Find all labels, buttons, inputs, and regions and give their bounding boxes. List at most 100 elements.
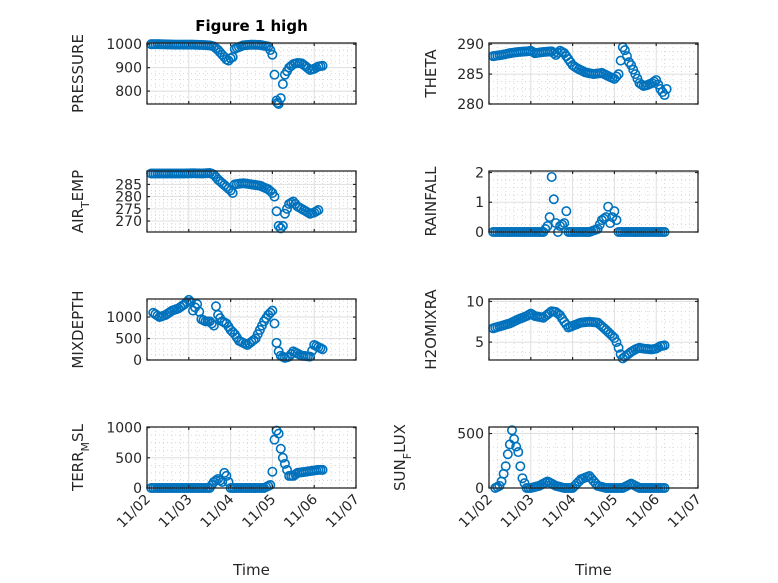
y-tick-label: 1000 bbox=[106, 421, 142, 437]
x-tick-label: 11/06 bbox=[281, 491, 321, 531]
axes-row1-right: 280 285 290 THETA bbox=[422, 37, 699, 113]
data-point bbox=[546, 171, 557, 182]
axes-box bbox=[146, 298, 357, 361]
data-point bbox=[273, 428, 284, 439]
y-axis-label: H2OMIXRA bbox=[422, 289, 440, 370]
data-point bbox=[609, 206, 620, 217]
data-point bbox=[267, 305, 278, 316]
y-tick-label: 0 bbox=[133, 481, 142, 497]
y-tick-label: 1000 bbox=[106, 37, 142, 53]
axes-box bbox=[146, 170, 357, 233]
y-tick-label: 2 bbox=[475, 165, 484, 181]
x-tick-label: 11/05 bbox=[239, 492, 279, 532]
data-point bbox=[557, 219, 568, 230]
plot-area bbox=[489, 171, 698, 232]
axes-row3-left: 0 500 1000 MIXDEPTH bbox=[69, 290, 357, 369]
axes-row3-right: 5 10 H2OMIXRA bbox=[422, 289, 699, 370]
axes-box bbox=[146, 42, 357, 105]
data-point bbox=[277, 220, 288, 231]
x-tick-label: 11/07 bbox=[665, 492, 705, 532]
x-axis-label: Time bbox=[574, 561, 612, 579]
data-point bbox=[183, 294, 194, 305]
data-point bbox=[317, 464, 328, 475]
x-tick-label: 11/07 bbox=[323, 492, 363, 532]
data-point bbox=[511, 441, 522, 452]
data-point bbox=[313, 205, 324, 216]
data-point bbox=[208, 320, 219, 331]
data-point bbox=[659, 340, 670, 351]
axes-row4-right: 0 500 11/02 11/03 11/04 11/05 11/06 11/07 Time SU… bbox=[391, 424, 705, 579]
axes-box bbox=[488, 426, 699, 489]
chart-title: Figure 1 high bbox=[195, 17, 308, 35]
data-point bbox=[500, 461, 511, 472]
y-tick-label: 280 bbox=[115, 190, 142, 206]
plot-area bbox=[489, 299, 698, 360]
y-tick-label: 280 bbox=[457, 97, 484, 113]
data-point bbox=[210, 475, 221, 486]
data-point bbox=[221, 470, 232, 481]
data-point bbox=[317, 60, 328, 71]
data-point bbox=[275, 93, 286, 104]
data-point bbox=[269, 318, 280, 329]
data-point bbox=[559, 218, 570, 229]
x-tick-label: 11/04 bbox=[198, 491, 238, 531]
data-point bbox=[611, 71, 622, 82]
y-axis-label: THETA bbox=[422, 49, 440, 99]
data-point bbox=[552, 47, 563, 58]
y-tick-label: 285 bbox=[115, 177, 142, 193]
y-axis-label: PRESSURE bbox=[69, 34, 87, 113]
data-point bbox=[517, 473, 528, 484]
data-point bbox=[279, 208, 290, 219]
y-tick-label: 500 bbox=[457, 427, 484, 443]
y-tick-label: 500 bbox=[115, 451, 142, 467]
data-point bbox=[661, 84, 672, 95]
data-point bbox=[269, 191, 280, 202]
data-point bbox=[275, 443, 286, 454]
data-point bbox=[502, 449, 513, 460]
x-tick-label: 11/02 bbox=[456, 492, 496, 532]
data-point bbox=[265, 479, 276, 490]
data-point bbox=[265, 307, 276, 318]
y-axis-label: AIRTEMP bbox=[69, 170, 92, 233]
data-series bbox=[148, 294, 328, 363]
data-point bbox=[548, 194, 559, 205]
data-point bbox=[277, 79, 288, 90]
y-tick-label: 270 bbox=[115, 214, 142, 230]
y-tick-label: 500 bbox=[115, 332, 142, 348]
y-tick-label: 10 bbox=[466, 294, 484, 310]
data-point bbox=[206, 318, 217, 329]
data-point bbox=[613, 342, 624, 353]
axes-row1-left: 800 900 1000 PRESSURE Figure 1 high bbox=[69, 17, 357, 113]
y-tick-label: 275 bbox=[115, 202, 142, 218]
x-tick-label: 11/02 bbox=[114, 492, 154, 532]
axes-box bbox=[488, 170, 699, 233]
y-tick-label: 0 bbox=[475, 481, 484, 497]
data-point bbox=[613, 69, 624, 80]
data-point bbox=[619, 45, 630, 56]
x-tick-label: 11/04 bbox=[540, 491, 580, 531]
data-point bbox=[267, 466, 278, 477]
data-point bbox=[305, 351, 316, 362]
y-tick-label: 900 bbox=[115, 61, 142, 77]
data-point bbox=[181, 297, 192, 308]
data-point bbox=[611, 337, 622, 348]
data-series bbox=[488, 42, 672, 101]
data-series bbox=[146, 167, 324, 234]
data-series bbox=[146, 39, 328, 110]
x-tick-label: 11/05 bbox=[581, 492, 621, 532]
y-tick-label: 1000 bbox=[106, 310, 142, 326]
y-axis-label: MIXDEPTH bbox=[69, 290, 87, 368]
data-point bbox=[277, 452, 288, 463]
data-point bbox=[621, 51, 632, 62]
data-point bbox=[317, 344, 328, 355]
data-point bbox=[542, 221, 553, 232]
data-point bbox=[513, 447, 524, 458]
x-axis-label: Time bbox=[232, 561, 270, 579]
y-tick-label: 0 bbox=[133, 353, 142, 369]
data-point bbox=[515, 461, 526, 472]
y-tick-label: 0 bbox=[475, 225, 484, 241]
data-point bbox=[269, 69, 280, 80]
y-tick-label: 290 bbox=[457, 37, 484, 53]
